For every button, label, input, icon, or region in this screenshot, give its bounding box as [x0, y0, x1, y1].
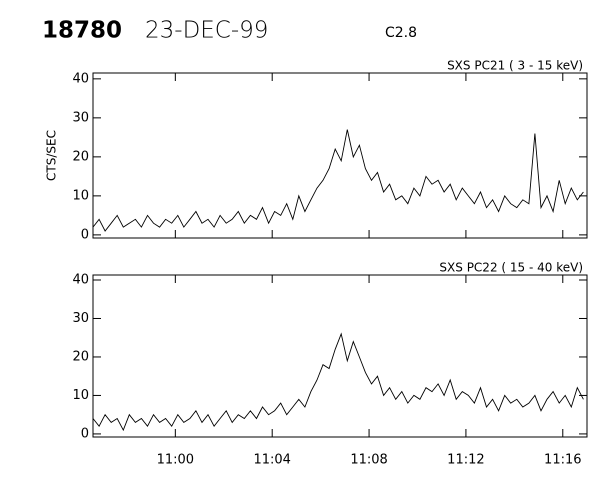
x-tick-label: 11:12: [447, 453, 484, 468]
data-line: [92, 129, 584, 232]
y-tick-label: 40: [72, 273, 89, 288]
x-tick-label: 11:04: [253, 453, 290, 468]
y-axis-label: CTS/SEC: [45, 130, 59, 181]
x-tick-label: 11:00: [157, 453, 194, 468]
panel-title: SXS PC22 ( 15 - 40 keV): [439, 261, 583, 275]
plot-frame: [92, 274, 588, 438]
panel-title: SXS PC21 ( 3 - 15 keV): [447, 59, 583, 73]
y-tick-label: 10: [72, 388, 89, 403]
event-id: 18780: [42, 18, 122, 44]
y-tick-label: 30: [72, 311, 89, 326]
flare-class: C2.8: [385, 25, 417, 41]
x-tick-label: 11:08: [350, 453, 387, 468]
y-tick-label: 20: [72, 349, 89, 364]
y-tick-label: 10: [72, 188, 89, 203]
y-tick-label: 0: [81, 426, 89, 441]
y-tick-label: 40: [72, 71, 89, 86]
y-tick-label: 30: [72, 110, 89, 125]
plot-frame: [92, 72, 588, 239]
x-tick-label: 11:16: [544, 453, 581, 468]
y-tick-label: 20: [72, 149, 89, 164]
event-date: 23-DEC-99: [145, 18, 268, 44]
y-tick-label: 0: [81, 227, 89, 242]
data-line: [92, 332, 584, 432]
